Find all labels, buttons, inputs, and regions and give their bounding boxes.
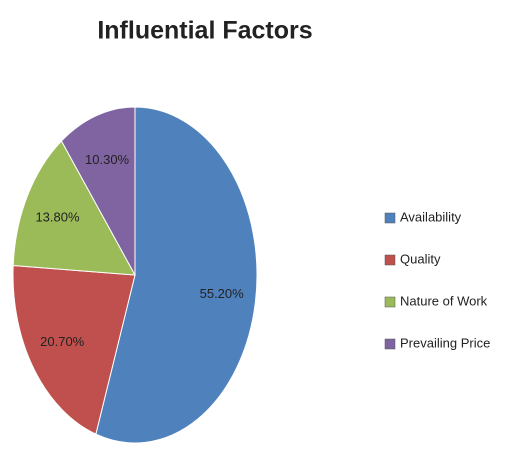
legend-swatch [384, 338, 396, 350]
legend-label: Nature of Work [400, 293, 488, 308]
slice-label: 20.70% [40, 334, 85, 349]
pie-slice [12, 264, 136, 435]
slice-label: 13.80% [35, 210, 80, 225]
legend-label: Quality [400, 251, 441, 266]
slice-label: 10.30% [85, 152, 130, 167]
pie-slice [60, 106, 136, 276]
chart-title: Influential Factors [97, 17, 312, 45]
slice-label: 55.20% [200, 286, 245, 301]
legend-swatch [384, 296, 396, 308]
pie-slice [95, 106, 258, 444]
legend-label: Prevailing Price [400, 335, 490, 350]
legend-swatch [384, 254, 396, 266]
pie-slice [12, 140, 136, 276]
legend-swatch [384, 212, 396, 224]
legend-label: Availability [400, 209, 462, 224]
